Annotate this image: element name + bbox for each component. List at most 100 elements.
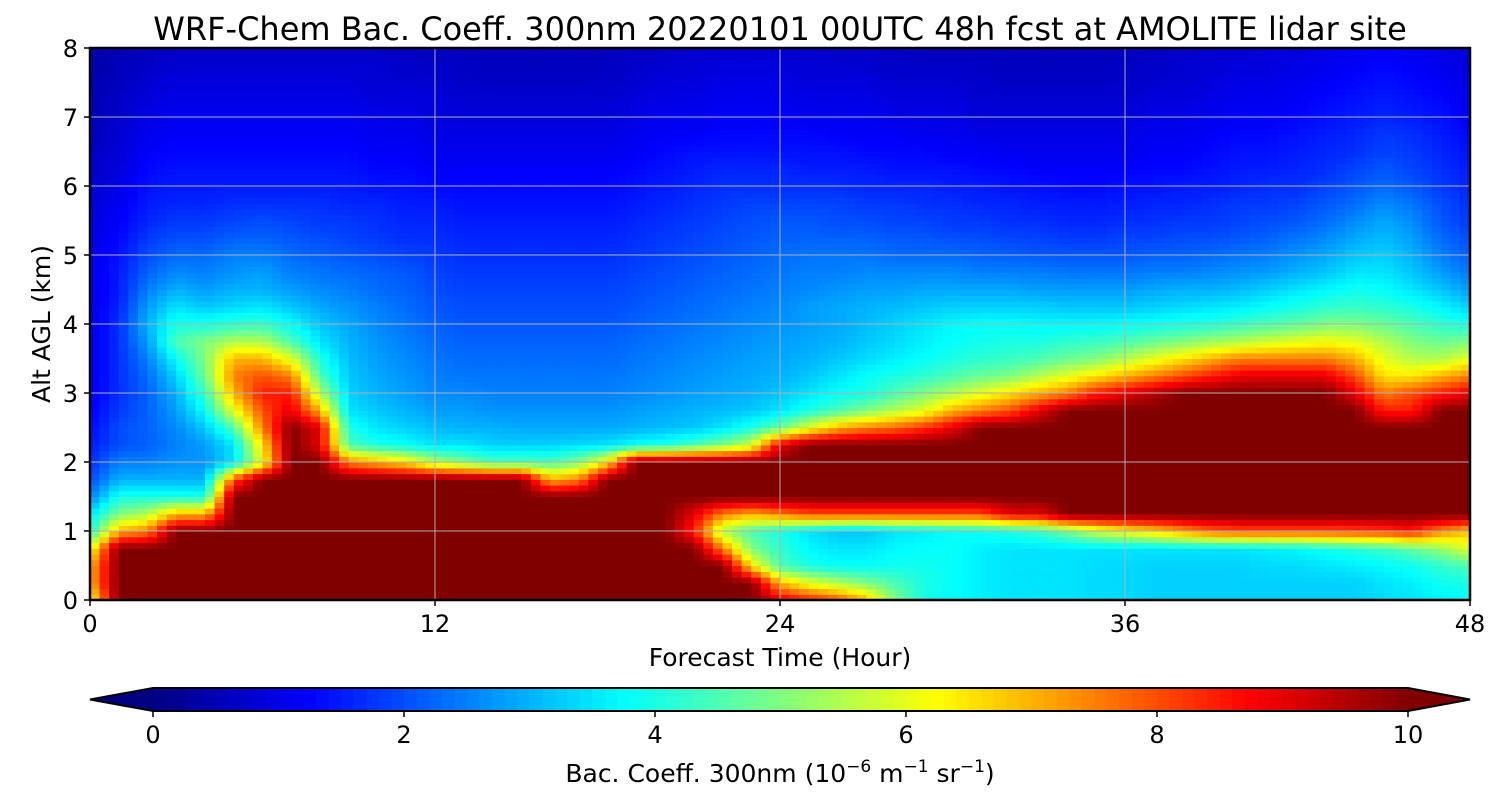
heatmap-cell <box>665 582 676 590</box>
heatmap-cell <box>712 450 724 457</box>
heatmap-cell <box>1450 416 1462 423</box>
heatmap-cell <box>540 542 551 549</box>
heatmap-cell <box>770 594 781 600</box>
heatmap-cell <box>1029 548 1040 555</box>
heatmap-cell <box>1393 559 1404 567</box>
heatmap-cell <box>224 508 235 515</box>
heatmap-cell <box>1230 427 1241 434</box>
heatmap-cell <box>272 554 283 561</box>
heatmap-cell <box>578 410 589 417</box>
heatmap-cell <box>827 473 839 480</box>
heatmap-cell <box>262 565 273 572</box>
heatmap-cell <box>1029 427 1040 434</box>
heatmap-cell <box>1249 554 1260 561</box>
heatmap-cell <box>1201 450 1212 457</box>
heatmap-cell <box>1307 548 1318 555</box>
heatmap-cell <box>981 433 992 440</box>
heatmap-cell <box>1230 456 1241 463</box>
heatmap-cell <box>1153 588 1164 595</box>
heatmap-cell <box>923 496 934 503</box>
heatmap-cell <box>952 502 963 509</box>
heatmap-cell <box>195 542 206 549</box>
heatmap-cell <box>1460 531 1470 538</box>
heatmap-cell <box>272 467 283 475</box>
heatmap-cell <box>1096 571 1107 578</box>
heatmap-cell <box>856 542 867 549</box>
heatmap-cell <box>1163 490 1174 498</box>
heatmap-cell <box>1422 479 1433 486</box>
heatmap-cell <box>109 427 120 434</box>
heatmap-cell <box>645 548 657 555</box>
heatmap-cell <box>780 473 791 480</box>
heatmap-cell <box>1211 502 1222 509</box>
heatmap-cell <box>1134 439 1145 446</box>
heatmap-cell <box>252 427 264 434</box>
heatmap-cell <box>923 571 934 578</box>
heatmap-cell <box>329 559 340 567</box>
heatmap-cell <box>339 450 350 457</box>
heatmap-cell <box>789 433 800 440</box>
heatmap-cell <box>617 427 628 434</box>
heatmap-cell <box>1402 479 1414 486</box>
heatmap-cell <box>358 433 369 440</box>
heatmap-cell <box>789 508 800 515</box>
heatmap-cell <box>118 565 129 572</box>
heatmap-cell <box>933 410 944 417</box>
heatmap-cell <box>454 548 465 555</box>
heatmap-cell <box>1115 554 1126 561</box>
heatmap-cell <box>1460 490 1470 498</box>
heatmap-cell <box>540 582 551 590</box>
heatmap-cell <box>1326 582 1337 590</box>
heatmap-cell <box>367 502 379 509</box>
heatmap-cell <box>1249 416 1260 423</box>
heatmap-cell <box>1019 485 1030 492</box>
heatmap-cell <box>1153 485 1164 492</box>
heatmap-cell <box>962 548 973 555</box>
heatmap-cell <box>1450 548 1462 555</box>
heatmap-cell <box>396 398 407 406</box>
heatmap-cell <box>358 554 369 561</box>
heatmap-cell <box>300 571 312 578</box>
heatmap-cell <box>118 508 129 515</box>
heatmap-cell <box>990 577 1002 584</box>
heatmap-cell <box>530 444 542 452</box>
heatmap-cell <box>1038 421 1049 429</box>
heatmap-cell <box>99 393 110 400</box>
heatmap-cell <box>1278 582 1289 590</box>
heatmap-cell <box>799 571 810 578</box>
heatmap-cell <box>109 519 120 526</box>
heatmap-cell <box>684 433 695 440</box>
heatmap-cell <box>1096 444 1107 452</box>
heatmap-cell <box>981 450 992 457</box>
heatmap-cell <box>751 450 762 457</box>
heatmap-cell <box>310 404 321 411</box>
heatmap-cell <box>310 410 321 417</box>
heatmap-cell <box>1355 588 1366 595</box>
heatmap-cell <box>990 554 1002 561</box>
heatmap-cell <box>1220 542 1232 549</box>
heatmap-cell <box>1038 525 1049 532</box>
heatmap-cell <box>578 577 589 584</box>
heatmap-cell <box>1182 559 1193 567</box>
heatmap-cell <box>1010 479 1021 486</box>
heatmap-cell <box>712 531 724 538</box>
heatmap-cell <box>367 508 379 515</box>
heatmap-cell <box>674 485 685 492</box>
heatmap-cell <box>118 525 129 532</box>
heatmap-cell <box>444 582 455 590</box>
heatmap-cell <box>482 462 494 469</box>
heatmap-cell <box>780 565 791 572</box>
heatmap-cell <box>1182 485 1193 492</box>
heatmap-cell <box>1048 542 1059 549</box>
heatmap-cell <box>358 542 369 549</box>
heatmap-cell <box>329 525 340 532</box>
heatmap-cell <box>300 433 312 440</box>
heatmap-cell <box>320 548 331 555</box>
heatmap-cell <box>895 433 906 440</box>
heatmap-cell <box>990 531 1002 538</box>
heatmap-cell <box>128 496 139 503</box>
heatmap-cell <box>195 427 206 434</box>
heatmap-cell <box>1134 502 1145 509</box>
heatmap-cell <box>1153 542 1164 549</box>
heatmap-cell <box>818 456 829 463</box>
